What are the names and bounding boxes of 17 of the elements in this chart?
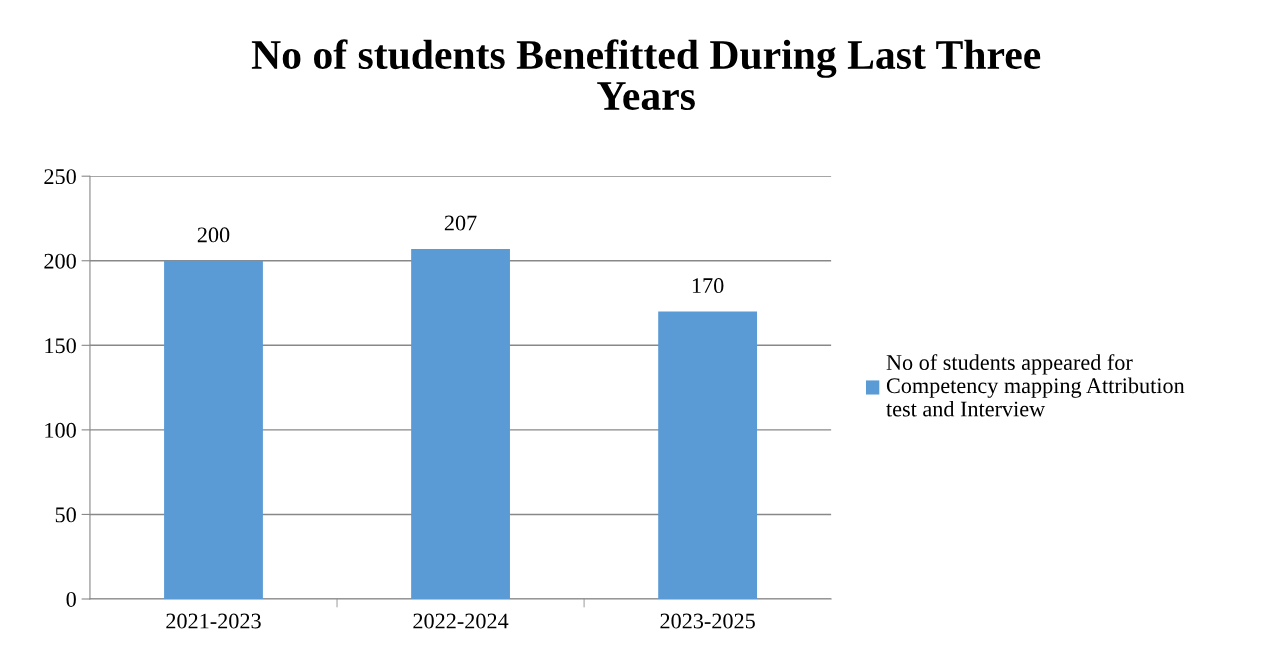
data-label: 170 [692,278,724,294]
y-tick-label: 200 [44,253,76,269]
bar [164,260,263,599]
y-tick-label: 50 [55,507,76,523]
legend-label: No of students appeared for Competency mapping Attribution test and Interview [886,354,1185,417]
x-tick-label: 2021-2023 [166,613,261,629]
y-tick-label: 150 [45,338,76,354]
x-tick-label: 2022-2024 [413,613,509,629]
y-tick-label: 250 [44,169,76,185]
data-label: 207 [444,215,477,231]
y-tick-label: 100 [45,422,76,438]
x-tick-label: 2023-2025 [660,613,755,629]
y-tick-label: 0 [66,591,76,607]
bar [411,248,510,599]
bar [658,311,758,599]
data-label: 200 [197,227,230,243]
chart-title: No of students Benefitted During Last Three Years [251,39,1041,111]
